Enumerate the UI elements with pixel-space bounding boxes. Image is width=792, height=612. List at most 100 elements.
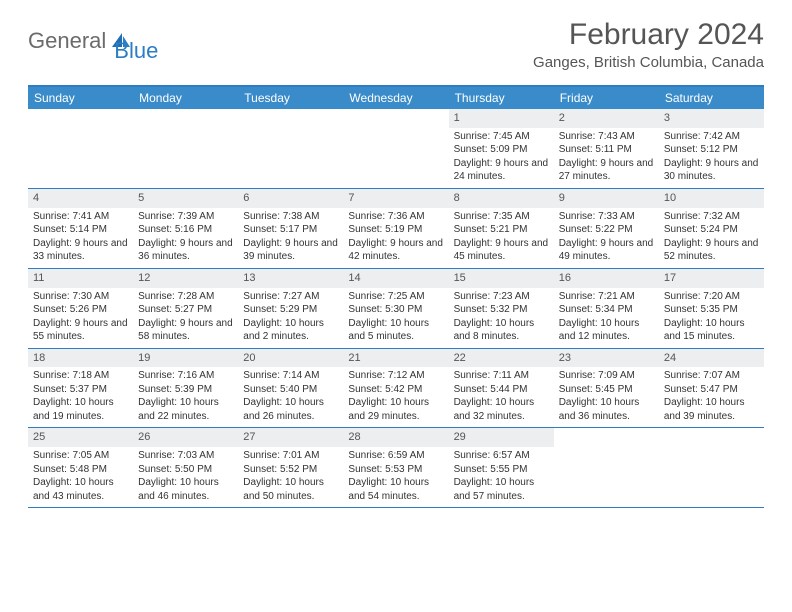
day-data: Sunrise: 7:16 AMSunset: 5:39 PMDaylight:… xyxy=(133,367,238,427)
day-data: Sunrise: 7:07 AMSunset: 5:47 PMDaylight:… xyxy=(659,367,764,427)
day-cell xyxy=(343,109,448,188)
day-cell xyxy=(28,109,133,188)
sunset-text: Sunset: 5:26 PM xyxy=(33,303,128,317)
sunrise-text: Sunrise: 7:45 AM xyxy=(454,130,549,144)
sunrise-text: Sunrise: 7:43 AM xyxy=(559,130,654,144)
week-row: 1Sunrise: 7:45 AMSunset: 5:09 PMDaylight… xyxy=(28,109,764,189)
sunrise-text: Sunrise: 7:14 AM xyxy=(243,369,338,383)
sunrise-text: Sunrise: 7:23 AM xyxy=(454,290,549,304)
sunrise-text: Sunrise: 7:21 AM xyxy=(559,290,654,304)
sunrise-text: Sunrise: 6:57 AM xyxy=(454,449,549,463)
daylight-text: Daylight: 10 hours and 57 minutes. xyxy=(454,476,549,503)
daylight-text: Daylight: 10 hours and 54 minutes. xyxy=(348,476,443,503)
day-data: Sunrise: 7:09 AMSunset: 5:45 PMDaylight:… xyxy=(554,367,659,427)
sunrise-text: Sunrise: 7:41 AM xyxy=(33,210,128,224)
day-data: Sunrise: 7:03 AMSunset: 5:50 PMDaylight:… xyxy=(133,447,238,507)
logo-text-blue: Blue xyxy=(114,38,158,64)
daylight-text: Daylight: 9 hours and 33 minutes. xyxy=(33,237,128,264)
daylight-text: Daylight: 9 hours and 27 minutes. xyxy=(559,157,654,184)
day-data: Sunrise: 7:28 AMSunset: 5:27 PMDaylight:… xyxy=(133,288,238,348)
day-cell xyxy=(133,109,238,188)
day-data: Sunrise: 6:57 AMSunset: 5:55 PMDaylight:… xyxy=(449,447,554,507)
day-cell: 12Sunrise: 7:28 AMSunset: 5:27 PMDayligh… xyxy=(133,269,238,348)
sunrise-text: Sunrise: 7:36 AM xyxy=(348,210,443,224)
day-cell: 14Sunrise: 7:25 AMSunset: 5:30 PMDayligh… xyxy=(343,269,448,348)
daylight-text: Daylight: 10 hours and 26 minutes. xyxy=(243,396,338,423)
day-number: 22 xyxy=(449,349,554,368)
sunset-text: Sunset: 5:35 PM xyxy=(664,303,759,317)
weekday-header-row: Sunday Monday Tuesday Wednesday Thursday… xyxy=(28,87,764,109)
day-cell: 5Sunrise: 7:39 AMSunset: 5:16 PMDaylight… xyxy=(133,189,238,268)
sunrise-text: Sunrise: 7:18 AM xyxy=(33,369,128,383)
day-cell: 6Sunrise: 7:38 AMSunset: 5:17 PMDaylight… xyxy=(238,189,343,268)
sunset-text: Sunset: 5:47 PM xyxy=(664,383,759,397)
day-data: Sunrise: 7:32 AMSunset: 5:24 PMDaylight:… xyxy=(659,208,764,268)
sunset-text: Sunset: 5:37 PM xyxy=(33,383,128,397)
sunrise-text: Sunrise: 7:16 AM xyxy=(138,369,233,383)
title-block: February 2024 Ganges, British Columbia, … xyxy=(533,18,764,71)
sunset-text: Sunset: 5:30 PM xyxy=(348,303,443,317)
daylight-text: Daylight: 10 hours and 15 minutes. xyxy=(664,317,759,344)
day-data: Sunrise: 7:35 AMSunset: 5:21 PMDaylight:… xyxy=(449,208,554,268)
daylight-text: Daylight: 10 hours and 50 minutes. xyxy=(243,476,338,503)
daylight-text: Daylight: 9 hours and 58 minutes. xyxy=(138,317,233,344)
daylight-text: Daylight: 9 hours and 55 minutes. xyxy=(33,317,128,344)
day-data: Sunrise: 7:23 AMSunset: 5:32 PMDaylight:… xyxy=(449,288,554,348)
day-data: Sunrise: 6:59 AMSunset: 5:53 PMDaylight:… xyxy=(343,447,448,507)
sunset-text: Sunset: 5:45 PM xyxy=(559,383,654,397)
day-number: 10 xyxy=(659,189,764,208)
sunrise-text: Sunrise: 7:01 AM xyxy=(243,449,338,463)
daylight-text: Daylight: 10 hours and 8 minutes. xyxy=(454,317,549,344)
sunset-text: Sunset: 5:19 PM xyxy=(348,223,443,237)
sunrise-text: Sunrise: 7:05 AM xyxy=(33,449,128,463)
sunrise-text: Sunrise: 7:42 AM xyxy=(664,130,759,144)
day-data: Sunrise: 7:14 AMSunset: 5:40 PMDaylight:… xyxy=(238,367,343,427)
sunset-text: Sunset: 5:55 PM xyxy=(454,463,549,477)
header: General Blue February 2024 Ganges, Briti… xyxy=(28,18,764,71)
sunset-text: Sunset: 5:27 PM xyxy=(138,303,233,317)
day-number: 5 xyxy=(133,189,238,208)
sunrise-text: Sunrise: 7:33 AM xyxy=(559,210,654,224)
sunset-text: Sunset: 5:11 PM xyxy=(559,143,654,157)
day-number: 17 xyxy=(659,269,764,288)
sunrise-text: Sunrise: 7:20 AM xyxy=(664,290,759,304)
sunset-text: Sunset: 5:40 PM xyxy=(243,383,338,397)
day-number: 1 xyxy=(449,109,554,128)
sunrise-text: Sunrise: 7:03 AM xyxy=(138,449,233,463)
day-number: 24 xyxy=(659,349,764,368)
daylight-text: Daylight: 9 hours and 24 minutes. xyxy=(454,157,549,184)
sunrise-text: Sunrise: 7:11 AM xyxy=(454,369,549,383)
day-data: Sunrise: 7:38 AMSunset: 5:17 PMDaylight:… xyxy=(238,208,343,268)
daylight-text: Daylight: 9 hours and 39 minutes. xyxy=(243,237,338,264)
daylight-text: Daylight: 10 hours and 32 minutes. xyxy=(454,396,549,423)
daylight-text: Daylight: 10 hours and 22 minutes. xyxy=(138,396,233,423)
daylight-text: Daylight: 10 hours and 39 minutes. xyxy=(664,396,759,423)
sunset-text: Sunset: 5:12 PM xyxy=(664,143,759,157)
day-cell: 17Sunrise: 7:20 AMSunset: 5:35 PMDayligh… xyxy=(659,269,764,348)
day-cell xyxy=(659,428,764,507)
daylight-text: Daylight: 10 hours and 19 minutes. xyxy=(33,396,128,423)
logo: General Blue xyxy=(28,18,158,64)
sunset-text: Sunset: 5:52 PM xyxy=(243,463,338,477)
day-number: 23 xyxy=(554,349,659,368)
calendar: Sunday Monday Tuesday Wednesday Thursday… xyxy=(28,85,764,508)
sunset-text: Sunset: 5:29 PM xyxy=(243,303,338,317)
day-number: 11 xyxy=(28,269,133,288)
sunrise-text: Sunrise: 7:09 AM xyxy=(559,369,654,383)
day-data: Sunrise: 7:20 AMSunset: 5:35 PMDaylight:… xyxy=(659,288,764,348)
week-row: 25Sunrise: 7:05 AMSunset: 5:48 PMDayligh… xyxy=(28,428,764,508)
sunset-text: Sunset: 5:24 PM xyxy=(664,223,759,237)
sunrise-text: Sunrise: 7:25 AM xyxy=(348,290,443,304)
day-cell: 11Sunrise: 7:30 AMSunset: 5:26 PMDayligh… xyxy=(28,269,133,348)
day-number: 25 xyxy=(28,428,133,447)
day-data: Sunrise: 7:21 AMSunset: 5:34 PMDaylight:… xyxy=(554,288,659,348)
sunrise-text: Sunrise: 7:32 AM xyxy=(664,210,759,224)
day-data: Sunrise: 7:01 AMSunset: 5:52 PMDaylight:… xyxy=(238,447,343,507)
weekday-header: Friday xyxy=(554,87,659,109)
sunrise-text: Sunrise: 7:38 AM xyxy=(243,210,338,224)
day-data: Sunrise: 7:05 AMSunset: 5:48 PMDaylight:… xyxy=(28,447,133,507)
sunset-text: Sunset: 5:34 PM xyxy=(559,303,654,317)
week-row: 18Sunrise: 7:18 AMSunset: 5:37 PMDayligh… xyxy=(28,349,764,429)
daylight-text: Daylight: 10 hours and 46 minutes. xyxy=(138,476,233,503)
day-number: 19 xyxy=(133,349,238,368)
